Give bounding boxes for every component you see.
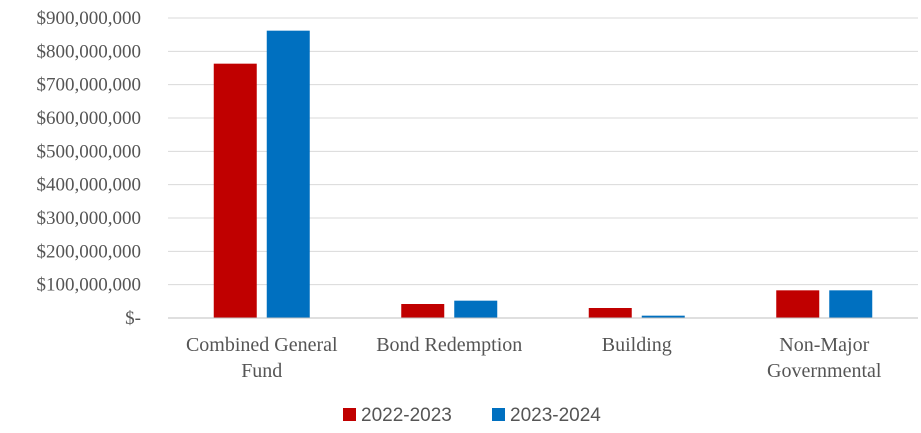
bar-2022-2023-3 (776, 290, 820, 318)
bar-2023-2024-0 (266, 30, 310, 319)
y-tick-label: $800,000,000 (37, 41, 142, 62)
y-tick-label: $- (125, 308, 141, 329)
legend-swatch (492, 408, 505, 421)
x-category-labels: Combined General Fund Bond Redemption Build… (186, 334, 882, 382)
y-tick-label: $900,000,000 (37, 8, 142, 29)
y-tick-labels: $- $100,000,000 $200,000,000 $300,000,000 $4… (37, 8, 142, 329)
bar-2022-2023-1 (401, 304, 445, 318)
bars (213, 30, 873, 319)
x-category-label: Governmental (767, 360, 882, 382)
legend-label: 2022-2023 (361, 405, 452, 426)
y-tick-label: $200,000,000 (37, 241, 142, 262)
y-tick-label: $300,000,000 (37, 208, 142, 229)
bar-2022-2023-0 (213, 63, 257, 318)
bar-2022-2023-2 (588, 308, 632, 318)
legend-label: 2023-2024 (510, 405, 601, 426)
x-category-label: Non-Major (779, 334, 869, 356)
y-tick-label: $600,000,000 (37, 108, 142, 129)
y-tick-label: $100,000,000 (37, 275, 142, 296)
legend: 2022-2023 2023-2024 (343, 405, 601, 426)
x-category-label: Building (602, 334, 672, 356)
y-tick-label: $500,000,000 (37, 141, 142, 162)
x-category-label: Fund (241, 360, 282, 382)
bar-2023-2024-1 (454, 300, 498, 318)
y-tick-label: $700,000,000 (37, 75, 142, 96)
bar-2023-2024-3 (829, 290, 873, 318)
legend-swatch (343, 408, 356, 421)
bar-2023-2024-2 (641, 315, 685, 318)
y-tick-label: $400,000,000 (37, 175, 142, 196)
x-category-label: Bond Redemption (376, 334, 522, 356)
x-category-label: Combined General (186, 334, 338, 356)
